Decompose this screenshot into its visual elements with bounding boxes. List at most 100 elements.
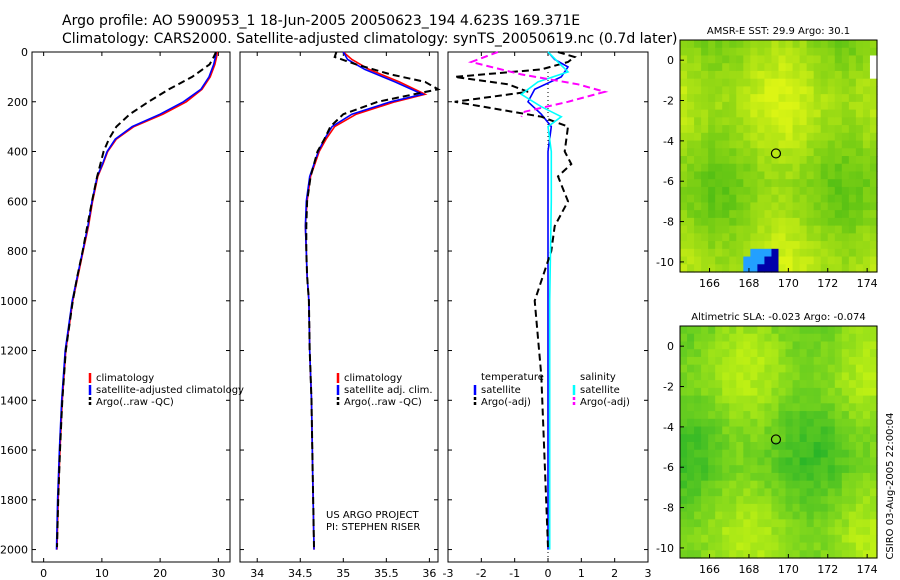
sla_map-cell (820, 418, 829, 428)
sla_map-cell (841, 511, 850, 520)
sst_map-cell (785, 186, 794, 196)
sst_map-cell (806, 47, 815, 57)
sst_map-cell (701, 148, 709, 157)
sst_map-cell (820, 78, 829, 87)
sla_map-cell (792, 519, 801, 528)
sla_map-cell (771, 534, 780, 544)
sst_map-cell (743, 47, 751, 57)
sst_map-cell (827, 241, 836, 250)
sst_map-cell (848, 186, 857, 196)
sst_map-cell (855, 117, 864, 126)
sst_map-cell (792, 248, 801, 258)
sst_map-cell (729, 248, 737, 258)
sla_map-cell (827, 472, 836, 482)
sla_map-cell (729, 480, 737, 489)
depth-tick-label: 1600 (0, 444, 28, 457)
sla_map-cell (834, 457, 843, 466)
sst_map-cell (708, 94, 716, 103)
sla_map-cell (743, 364, 751, 373)
sla_map-cell (806, 372, 815, 381)
sst_map-cell (764, 241, 773, 250)
sst_map-cell (862, 47, 871, 57)
sla_map-cell (841, 527, 850, 536)
sla_map-cell (806, 472, 815, 482)
sst_map-cell (708, 63, 716, 72)
sst_map-cell (813, 140, 822, 149)
sla_map-cell (722, 465, 730, 474)
sla_map-cell (701, 403, 709, 412)
sst_map-cell (729, 78, 737, 87)
sst_map-cell (792, 194, 801, 203)
sst_map-cell (736, 47, 744, 57)
sst_map-cell (764, 78, 773, 87)
sla_map-cell (764, 534, 773, 544)
sst_map-cell (743, 78, 751, 87)
sla_map-cell (722, 527, 730, 536)
sst_map-cell (736, 225, 744, 234)
sst_map-cell (715, 109, 723, 118)
sla_map-cell (820, 349, 829, 358)
sst_map-cell (764, 140, 773, 149)
sst_map-cell (820, 40, 829, 49)
sla_map-cell (750, 364, 758, 373)
sst_map-cell (715, 94, 723, 103)
sst_map-cell (743, 117, 751, 126)
sla_map-cell (785, 449, 794, 459)
sla_map-cell (729, 511, 737, 520)
sla_map-cell (771, 333, 780, 343)
sla_map-cell (834, 372, 843, 381)
sla_map-cell (834, 503, 843, 513)
sla_map-cell (869, 496, 878, 505)
sst_map-cell (729, 233, 737, 242)
sst_map-cell (820, 125, 829, 134)
sst_map-cell (680, 40, 688, 49)
sla_map-cell (715, 434, 723, 443)
sla_map-cell (813, 465, 822, 474)
sst_map-cell (722, 125, 730, 134)
sla_map-cell (778, 472, 787, 482)
sst_map-cell (792, 148, 801, 157)
sla_map-cell (729, 387, 737, 397)
sla_map-cell (680, 550, 688, 559)
sla_map-cell (750, 426, 758, 435)
sla_map-cell (715, 511, 723, 520)
sst_map-cell (743, 248, 751, 258)
sst_map-cell (869, 109, 878, 118)
sla_map-cell (806, 395, 815, 404)
sst_map-cell (750, 63, 758, 72)
sla_map-cell (799, 349, 808, 358)
sst_map-cell (729, 163, 737, 173)
sla_map-cell (799, 503, 808, 513)
sst_map-cell (799, 241, 808, 250)
sla_map-cell (708, 387, 716, 397)
sla_map-cell (869, 527, 878, 536)
salinity-series-argo-raw-qc- (305, 51, 441, 548)
sla_map-cell (834, 387, 843, 397)
sst_map-cell (785, 156, 794, 165)
sal-legend-climatology-label: climatology (344, 373, 402, 384)
sla_map-cell (848, 356, 857, 366)
sla_map-cell (813, 341, 822, 350)
sla_map-cell (820, 364, 829, 373)
sst_map-cell (778, 163, 787, 173)
sla_map-ytick-label: -8 (663, 502, 674, 515)
sst_map-cell (708, 163, 716, 173)
sst_map-cell (687, 55, 695, 64)
temp-legend-satellite-label: satellite-adjusted climatology (96, 385, 244, 396)
sla_map-cell (715, 527, 723, 536)
sst_map-cell (785, 194, 794, 203)
sst_map-cell (687, 256, 695, 265)
sla_map-cell (701, 534, 709, 544)
sst_map-cell (827, 55, 836, 64)
sla_map-cell (799, 333, 808, 343)
sst_map-cell (736, 210, 744, 219)
sla_map-cell (834, 333, 843, 343)
sla_map-cell (750, 457, 758, 466)
sst_map-cell (869, 217, 878, 227)
sla_map-cell (778, 542, 787, 551)
difference-series-argo-adj-salinity- (467, 51, 609, 118)
sla_map-cell (722, 550, 730, 559)
sla_map-cell (792, 380, 801, 389)
sla_map-cell (736, 527, 744, 536)
sla_map-cell (869, 511, 878, 520)
